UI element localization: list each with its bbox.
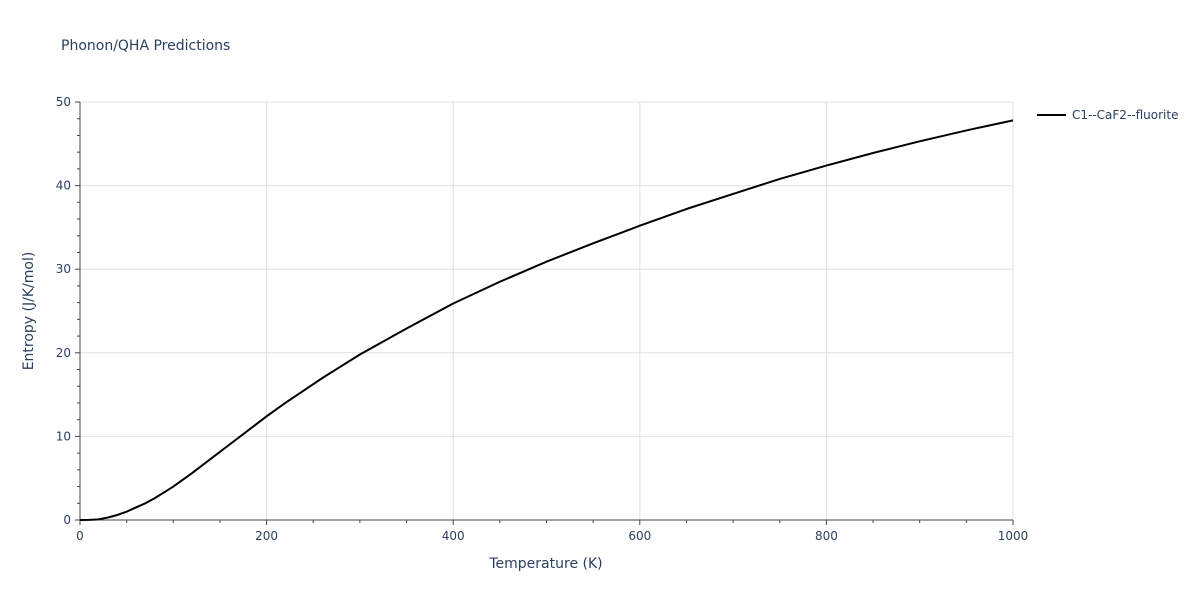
- series-layer: [79, 119, 1014, 521]
- x-tick-label: 400: [442, 529, 465, 543]
- y-tick-label: 0: [63, 513, 71, 527]
- legend-entry-label: C1--CaF2--fluorite: [1072, 108, 1178, 122]
- y-tick-label: 30: [56, 262, 71, 276]
- x-tick-label: 1000: [998, 529, 1029, 543]
- grid-lines: [80, 101, 1014, 520]
- x-tick-label: 800: [815, 529, 838, 543]
- y-tick-label: 50: [56, 95, 71, 109]
- x-tick-label: 0: [76, 529, 84, 543]
- axis-ticks: 0 200 400 600 800 1000 0 10 20 30 40 50: [56, 95, 1029, 543]
- chart-title: Phonon/QHA Predictions: [61, 38, 230, 54]
- x-tick-label: 600: [628, 529, 651, 543]
- axes: [79, 102, 1013, 521]
- y-tick-label: 20: [56, 346, 71, 360]
- y-tick-label: 10: [56, 429, 71, 443]
- y-tick-label: 40: [56, 179, 71, 193]
- series-line-0[interactable]: [79, 119, 1014, 521]
- x-axis-title: Temperature (K): [488, 556, 602, 572]
- y-axis-title: Entropy (J/K/mol): [21, 252, 37, 371]
- legend[interactable]: C1--CaF2--fluorite: [1037, 108, 1178, 122]
- x-tick-label: 200: [255, 529, 278, 543]
